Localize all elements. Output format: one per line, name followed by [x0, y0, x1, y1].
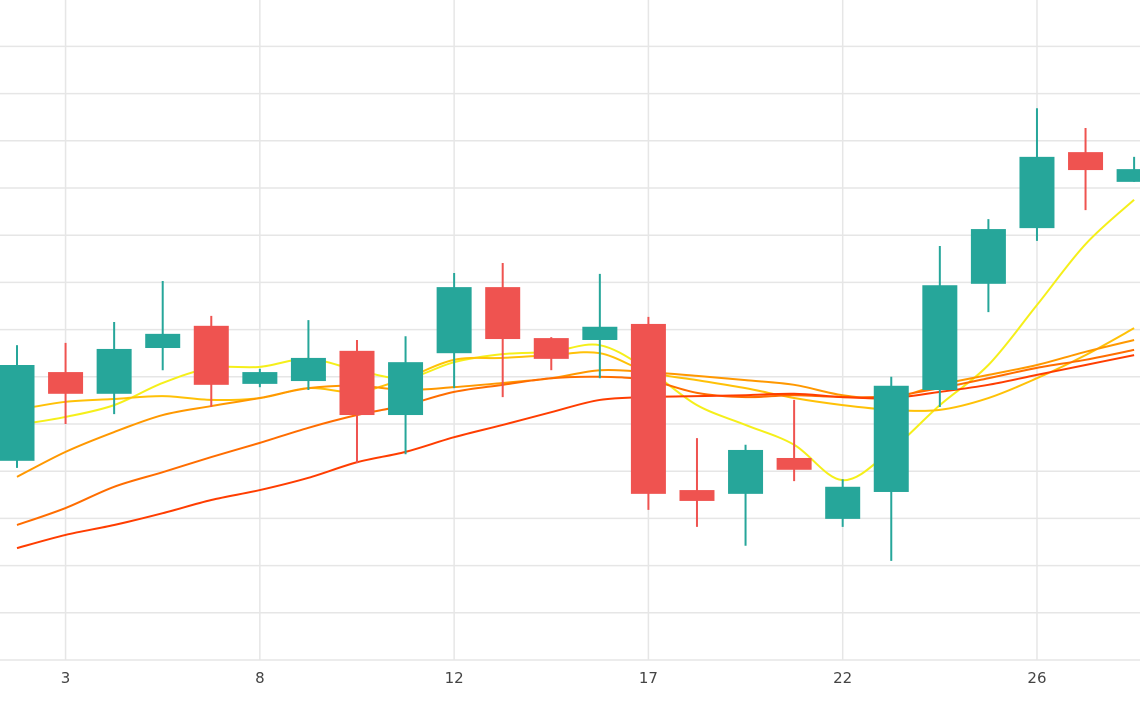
ma-1-line	[16, 199, 1135, 482]
x-tick-label: 22	[833, 669, 852, 687]
candle-up	[825, 479, 861, 527]
candle-body	[1116, 169, 1140, 182]
candle-body	[1068, 152, 1104, 171]
candle-up	[1019, 108, 1055, 241]
candle-down	[339, 339, 375, 464]
ma-5-line	[16, 354, 1135, 550]
candle-body	[630, 323, 666, 494]
x-tick-label: 12	[445, 669, 464, 687]
candle-body	[582, 326, 618, 340]
candle-up	[1116, 156, 1140, 182]
x-tick-label: 3	[61, 669, 71, 687]
grid	[0, 0, 1140, 660]
candle-body	[339, 350, 375, 416]
candle-body	[922, 285, 958, 391]
candle-down	[776, 399, 812, 482]
candle-body	[48, 372, 84, 394]
candle-up	[0, 345, 35, 468]
candle-body	[1019, 156, 1055, 229]
candle-body	[193, 325, 229, 385]
candle-down	[679, 438, 715, 527]
candle-up	[582, 273, 618, 379]
x-tick-label: 17	[639, 669, 658, 687]
candle-up	[873, 376, 909, 561]
candle-down	[193, 315, 229, 408]
x-tick-label: 8	[255, 669, 265, 687]
candle-body	[873, 385, 909, 492]
x-axis: 3 8 12 17 22 26	[0, 659, 1140, 687]
ma-3-line	[16, 339, 1135, 478]
candle-down	[630, 316, 666, 510]
candle-up	[242, 368, 278, 388]
candle-down	[485, 263, 521, 398]
candle-body	[485, 287, 521, 340]
candle-up	[970, 219, 1006, 313]
candle-body	[970, 229, 1006, 284]
candle-body	[290, 357, 326, 382]
candle-up	[290, 320, 326, 391]
candle-up	[728, 444, 764, 546]
x-tick-label: 26	[1027, 669, 1046, 687]
candle-down	[1068, 128, 1104, 211]
candle-body	[679, 490, 715, 501]
candle-up	[145, 280, 181, 371]
candle-body	[145, 333, 181, 349]
candle-up	[436, 272, 472, 389]
candles	[0, 108, 1140, 561]
candle-body	[436, 287, 472, 354]
moving-average-lines	[16, 199, 1135, 550]
candle-body	[242, 372, 278, 384]
candle-down	[533, 337, 569, 371]
candle-body	[728, 449, 764, 494]
candle-up	[388, 336, 424, 455]
candle-body	[825, 486, 861, 519]
ma-2-line	[16, 327, 1135, 412]
candle-body	[96, 348, 132, 394]
candle-up	[96, 322, 132, 415]
candle-body	[533, 338, 569, 359]
candle-body	[0, 365, 35, 461]
candle-up	[922, 246, 958, 408]
candle-down	[48, 342, 84, 424]
candle-body	[776, 457, 812, 470]
candle-body	[388, 362, 424, 416]
